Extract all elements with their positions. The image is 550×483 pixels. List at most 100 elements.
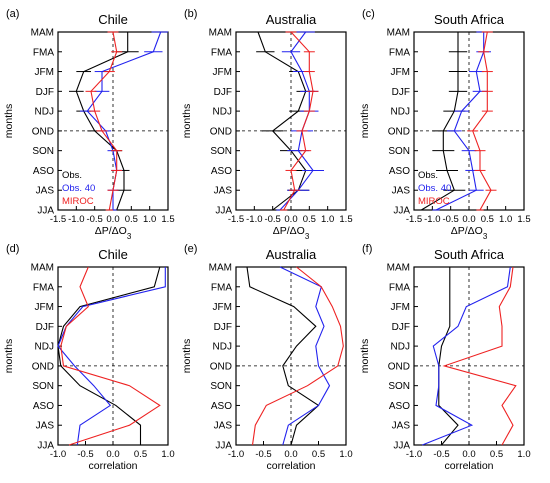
x-tick-label: -0.5 (433, 449, 449, 460)
y-tick-label: MAM (387, 28, 410, 39)
y-tick-label: OND (210, 126, 232, 137)
x-tick-label: 0.0 (106, 449, 119, 460)
legend-entry: MIROC (62, 196, 94, 207)
y-tick-label: JAS (36, 186, 55, 197)
y-tick-label: JFM (391, 67, 410, 78)
y-tick-label: JFM (35, 67, 54, 78)
panel-3: (c) South Africa MAM FMA JFM DJF NDJ OND SON ASO J… (359, 8, 531, 241)
y-tick-label: SON (210, 146, 232, 157)
legend-entry: MIROC (418, 196, 450, 207)
x-tick-label: 0.5 (125, 214, 138, 225)
x-tick-label: -1.0 (406, 449, 422, 460)
panel-title: Australia (266, 247, 317, 262)
y-tick-label: JJA (215, 441, 232, 452)
y-tick-label: ASO (389, 166, 410, 177)
x-tick-label: 0.0 (106, 214, 119, 225)
y-tick-label: FMA (389, 47, 410, 58)
panel-title: Chile (98, 12, 128, 27)
legend-entry: Obs. (418, 170, 438, 181)
y-tick-label: MAM (31, 263, 54, 274)
series-line-obs- (421, 32, 459, 211)
y-tick-label: OND (388, 361, 410, 372)
series-line-obs- (438, 267, 459, 446)
y-tick-label: JAS (36, 421, 55, 432)
series-line-miroc (472, 31, 492, 211)
x-tick-label: -0.5 (255, 449, 271, 460)
series-line-obs-40 (435, 32, 485, 211)
x-tick-label: 1.0 (321, 214, 334, 225)
y-tick-label: MAM (387, 263, 410, 274)
y-tick-label: JAS (392, 186, 411, 197)
y-tick-label: ASO (33, 166, 54, 177)
y-tick-label: DJF (392, 322, 410, 333)
x-axis-label: ΔP/ΔO3 (451, 225, 488, 241)
panel-6: (f) South Africa MAM FMA JFM DJF NDJ OND SON ASO J… (359, 243, 531, 472)
y-tick-label: JFM (213, 67, 232, 78)
x-axis-label: correlation (444, 460, 493, 472)
y-tick-label: FMA (33, 282, 54, 293)
x-tick-label: -0.5 (442, 214, 458, 225)
y-tick-label: JJA (393, 206, 410, 217)
y-tick-label: SON (388, 146, 410, 157)
y-tick-label: FMA (211, 282, 232, 293)
panel-label: (d) (6, 243, 19, 255)
x-tick-label: 1.0 (339, 449, 352, 460)
series-line-miroc (283, 31, 314, 211)
x-tick-label: 0.5 (303, 214, 316, 225)
x-tick-label: 1.0 (161, 449, 174, 460)
y-tick-label: JJA (393, 441, 410, 452)
panel-label: (b) (184, 8, 197, 20)
x-tick-label: 0.5 (490, 449, 503, 460)
x-tick-label: -0.5 (264, 214, 280, 225)
panel-4: (d) Chile MAM FMA JFM DJF NDJ OND SON ASO JAS JJA-1… (3, 243, 175, 472)
y-tick-label: NDJ (35, 107, 54, 118)
x-tick-label: 1.0 (143, 214, 156, 225)
y-tick-label: JFM (213, 302, 232, 313)
x-tick-label: 0.5 (134, 449, 147, 460)
series-line-obs- (75, 32, 129, 211)
y-tick-label: SON (32, 381, 54, 392)
series-line-miroc (60, 266, 161, 446)
x-tick-label: -1.5 (50, 214, 66, 225)
y-tick-label: MAM (209, 263, 232, 274)
y-axis-label: months (181, 339, 193, 373)
y-tick-label: OND (32, 361, 54, 372)
y-tick-label: ASO (33, 401, 54, 412)
series-line-obs-40 (57, 267, 166, 446)
y-axis-label: months (359, 339, 371, 373)
series-line-obs-40 (422, 266, 511, 446)
x-tick-label: 1.5 (161, 214, 174, 225)
x-tick-label: 0.5 (481, 214, 494, 225)
series-line-miroc (251, 266, 344, 446)
x-axis-label: correlation (266, 460, 315, 472)
y-tick-label: JFM (35, 302, 54, 313)
y-tick-label: SON (388, 381, 410, 392)
series-line-miroc (442, 266, 517, 446)
x-tick-label: 0.5 (312, 449, 325, 460)
panel-label: (a) (6, 8, 19, 20)
y-tick-label: JJA (215, 206, 232, 217)
x-tick-label: 0.0 (462, 449, 475, 460)
x-tick-label: -1.0 (424, 214, 440, 225)
y-tick-label: FMA (389, 282, 410, 293)
x-tick-label: 0.0 (462, 214, 475, 225)
y-tick-label: NDJ (35, 342, 54, 353)
x-axis-label: correlation (88, 460, 137, 472)
y-tick-label: ASO (211, 401, 232, 412)
legend-entry: Obs. 40 (418, 183, 451, 194)
series-line-obs-40 (279, 266, 331, 446)
panel-title: Australia (266, 12, 317, 27)
legend-entry: Obs. (62, 170, 82, 181)
y-tick-label: FMA (211, 47, 232, 58)
y-tick-label: OND (210, 361, 232, 372)
y-tick-label: SON (210, 381, 232, 392)
x-tick-label: 0.0 (284, 449, 297, 460)
y-tick-label: NDJ (213, 342, 232, 353)
y-tick-label: JJA (37, 206, 54, 217)
x-tick-label: 1.5 (517, 214, 530, 225)
y-tick-label: SON (32, 146, 54, 157)
y-tick-label: MAM (209, 28, 232, 39)
x-axis-label: ΔP/ΔO3 (95, 225, 132, 241)
panel-label: (c) (362, 8, 375, 20)
y-tick-label: NDJ (391, 107, 410, 118)
